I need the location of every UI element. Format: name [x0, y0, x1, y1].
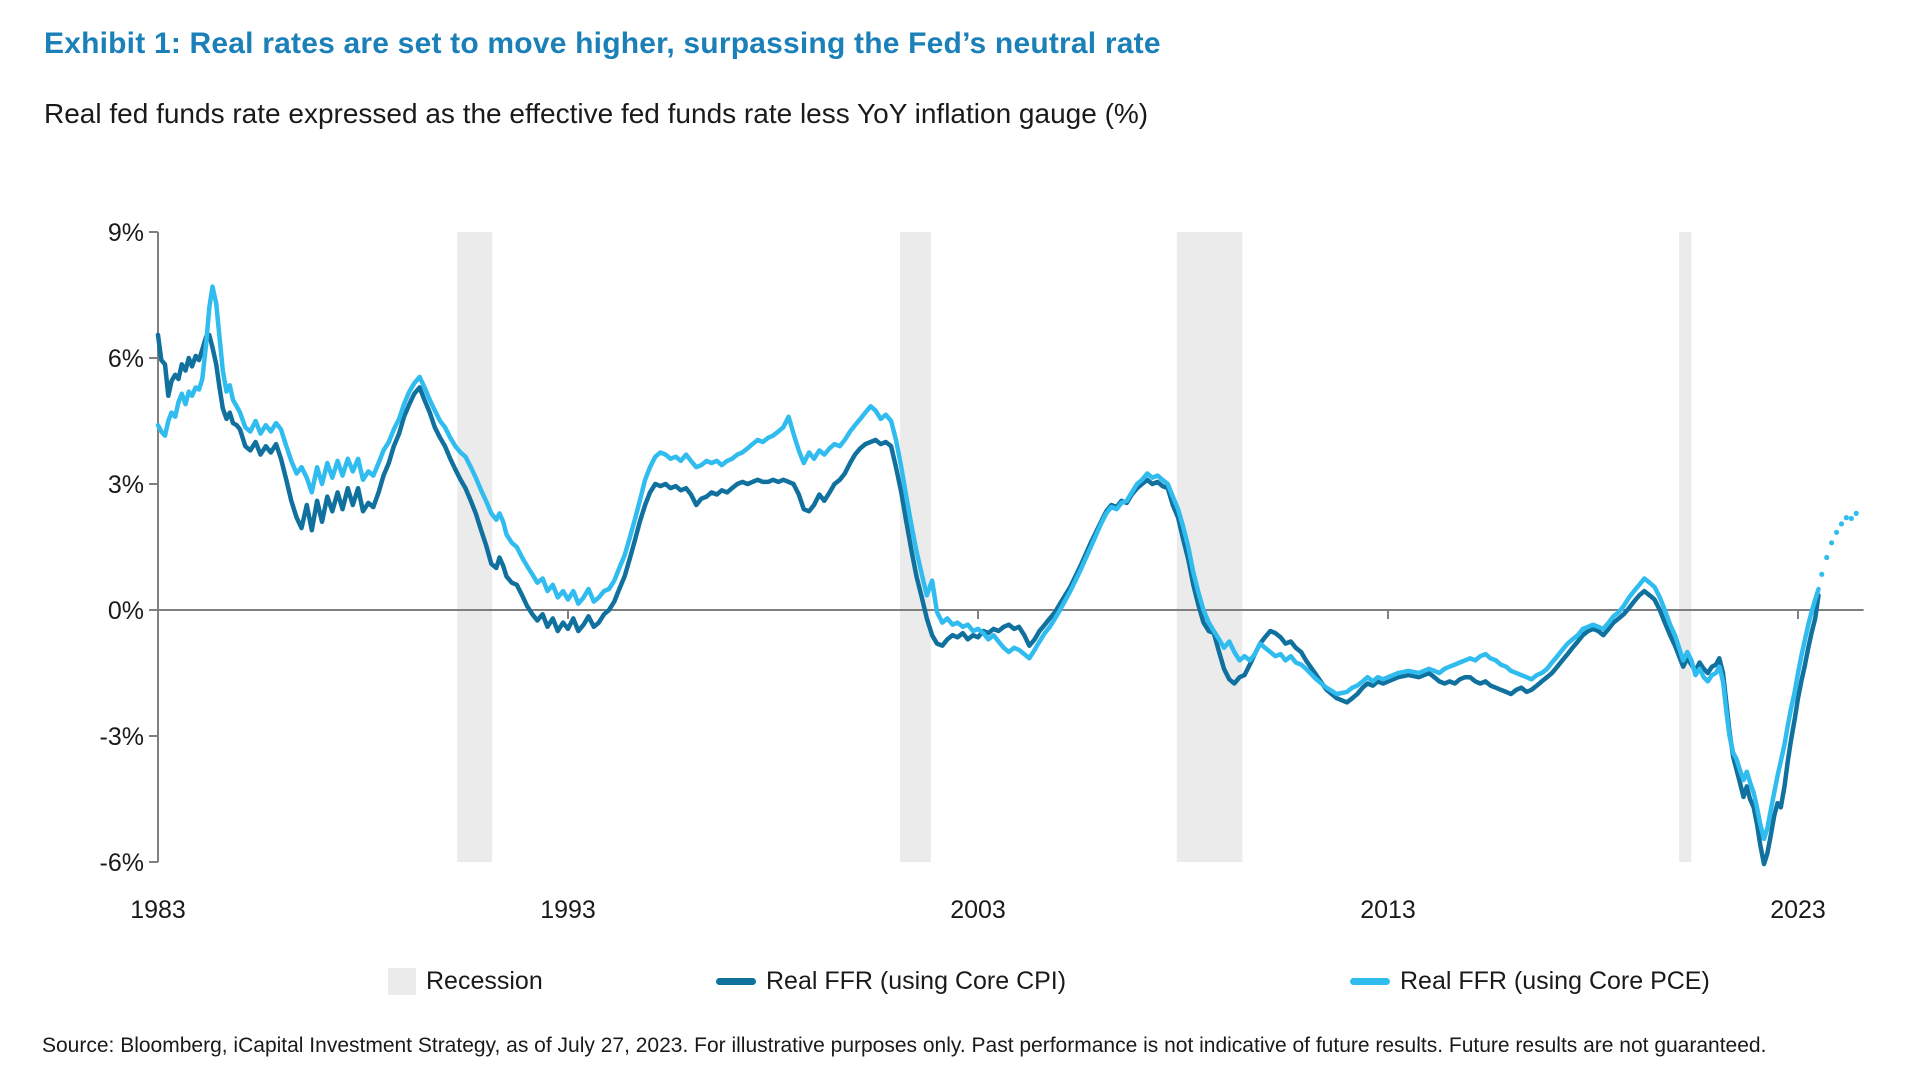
projection-dot [1848, 515, 1854, 522]
x-tick-label: 1993 [540, 896, 596, 924]
series-line [155, 332, 1821, 867]
legend-item-core-cpi: Real FFR (using Core CPI) [716, 966, 1066, 996]
chart-subtitle: Real fed funds rate expressed as the eff… [44, 98, 1149, 129]
y-tick-label: 9% [108, 219, 144, 247]
legend-label-core-cpi: Real FFR (using Core CPI) [766, 966, 1067, 995]
y-tick-label: -3% [100, 723, 144, 751]
y-tick-label: 6% [108, 345, 144, 373]
projection-dot [1824, 554, 1830, 561]
projection-dot [1833, 529, 1840, 535]
legend-label-recession: Recession [426, 966, 543, 995]
projection-dot [1843, 515, 1849, 521]
y-tick-label: 3% [108, 471, 144, 499]
x-tick-label: 2013 [1360, 896, 1416, 924]
y-tick-label: 0% [108, 597, 144, 625]
pce-line-swatch [1350, 977, 1390, 985]
legend-item-core-pce: Real FFR (using Core PCE) [1350, 966, 1710, 996]
recession-swatch [388, 967, 416, 995]
projection-dot [1819, 571, 1825, 577]
page-title: Exhibit 1: Real rates are set to move hi… [44, 27, 1161, 60]
legend-item-recession: Recession [388, 966, 543, 996]
projection-dot [1838, 521, 1845, 527]
x-tick-label: 2023 [1770, 896, 1826, 924]
cpi-line-swatch [716, 977, 756, 985]
x-tick-label: 2003 [950, 896, 1006, 924]
series-line [155, 284, 1821, 842]
projection-dot [1829, 540, 1835, 546]
legend-label-core-pce: Real FFR (using Core PCE) [1400, 966, 1710, 995]
projection-dot [1853, 510, 1859, 516]
source-note: Source: Bloomberg, iCapital Investment S… [42, 1034, 1767, 1057]
x-tick-label: 1983 [130, 896, 186, 924]
recession-band [1679, 232, 1692, 862]
y-tick-label: -6% [100, 849, 144, 877]
